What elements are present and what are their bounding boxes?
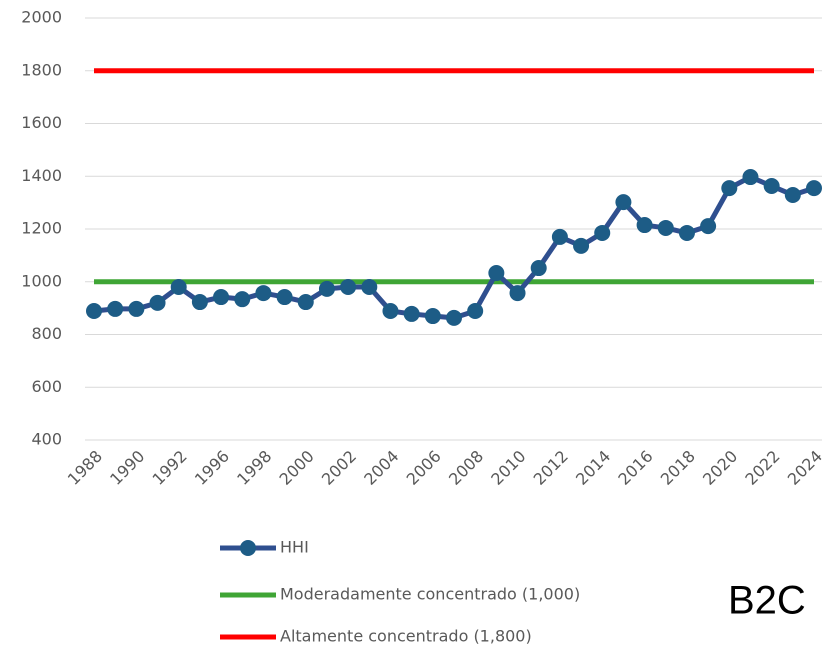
marker — [191, 294, 208, 311]
marker — [382, 303, 399, 320]
marker — [573, 237, 590, 254]
x-tick-label: 2010 — [487, 447, 529, 489]
y-tick-label: 1000 — [21, 271, 62, 290]
x-tick-label: 2012 — [530, 447, 572, 489]
x-tick-label: 1998 — [233, 447, 275, 489]
marker — [276, 289, 293, 306]
marker — [615, 194, 632, 211]
x-tick-label: 2020 — [699, 447, 741, 489]
marker — [340, 279, 357, 296]
y-tick-label: 1600 — [21, 113, 62, 132]
annotation: B2C — [728, 579, 806, 623]
marker — [594, 224, 611, 241]
marker — [318, 280, 335, 297]
marker — [149, 294, 166, 311]
x-tick-label: 1996 — [191, 447, 233, 489]
x-tick-label: 2000 — [276, 447, 318, 489]
y-tick-label: 600 — [31, 377, 62, 396]
y-tick-label: 1800 — [21, 60, 62, 79]
y-tick-label: 800 — [31, 324, 62, 343]
x-tick-label: 2004 — [360, 447, 402, 489]
marker — [700, 218, 717, 235]
legend-label: HHI — [280, 538, 309, 557]
x-tick-label: 2002 — [318, 447, 360, 489]
marker — [86, 303, 102, 320]
marker — [551, 228, 568, 245]
marker — [446, 309, 462, 326]
marker — [509, 285, 526, 302]
x-tick-label: 2014 — [572, 447, 614, 489]
marker — [361, 279, 378, 296]
marker — [530, 260, 547, 277]
marker — [297, 294, 314, 311]
marker — [678, 224, 695, 241]
y-tick-label: 2000 — [21, 8, 62, 27]
legend-label: Altamente concentrado (1,800) — [280, 627, 532, 646]
x-tick-label: 2016 — [614, 447, 656, 489]
x-tick-label: 1988 — [64, 447, 106, 489]
marker — [234, 291, 251, 308]
marker — [742, 169, 759, 186]
x-tick-label: 2018 — [657, 447, 699, 489]
x-tick-label: 2008 — [445, 447, 487, 489]
marker — [255, 285, 272, 302]
marker — [170, 279, 187, 296]
legend-label: Moderadamente concentrado (1,000) — [280, 585, 580, 604]
x-tick-label: 2006 — [403, 447, 445, 489]
x-tick-label: 2022 — [741, 447, 783, 489]
x-tick-label: 1990 — [106, 447, 148, 489]
marker — [763, 178, 780, 195]
y-tick-label: 400 — [31, 430, 62, 449]
marker — [403, 305, 420, 322]
y-tick-label: 1400 — [21, 166, 62, 185]
marker — [128, 300, 145, 317]
marker — [657, 219, 674, 236]
marker — [636, 217, 653, 234]
marker — [488, 265, 505, 282]
legend-marker — [240, 540, 256, 556]
marker — [784, 186, 801, 203]
x-tick-label: 1992 — [148, 447, 190, 489]
marker — [424, 308, 441, 325]
marker — [721, 180, 738, 197]
y-tick-label: 1200 — [21, 219, 62, 238]
marker — [467, 303, 484, 320]
marker — [213, 289, 230, 306]
marker — [107, 300, 124, 317]
marker — [806, 180, 822, 197]
x-tick-label: 2024 — [784, 447, 826, 489]
